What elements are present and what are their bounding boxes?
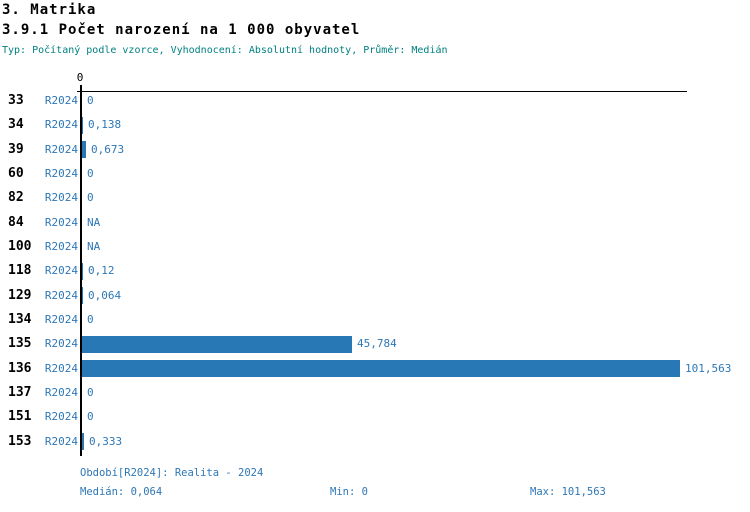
bar[interactable] xyxy=(82,360,680,378)
chart-row: 137 R2024 0 xyxy=(0,381,750,405)
chart-row: 151 R2024 0 xyxy=(0,405,750,429)
chart-row: 136 R2024 101,563 xyxy=(0,357,750,381)
row-category-label: 82 xyxy=(8,190,24,206)
row-value-label: 0,064 xyxy=(88,288,122,302)
x-axis-zero-tick-label: 0 xyxy=(76,71,84,84)
chart-title: 3.9.1 Počet narození na 1 000 obyvatel xyxy=(2,22,361,38)
row-series-label: R2024 xyxy=(44,312,78,326)
row-category-label: 153 xyxy=(8,433,32,449)
row-series-label: R2024 xyxy=(44,166,78,180)
bar[interactable] xyxy=(82,433,84,451)
chart-row: 135 R2024 45,784 xyxy=(0,332,750,356)
row-value-label: 0 xyxy=(87,312,94,326)
chart-row: 60 R2024 0 xyxy=(0,162,750,186)
row-value-label: 0 xyxy=(87,385,94,399)
row-value-label: NA xyxy=(87,215,101,229)
chart-meta-line: Typ: Počítaný podle vzorce, Vyhodnocení:… xyxy=(2,45,448,56)
bar[interactable] xyxy=(82,262,83,280)
row-series-label: R2024 xyxy=(44,191,78,205)
row-value-label: 0 xyxy=(87,191,94,205)
row-category-label: 39 xyxy=(8,141,24,157)
footer-max-label: Max: 101,563 xyxy=(530,486,606,498)
chart-row: 134 R2024 0 xyxy=(0,308,750,332)
row-category-label: 84 xyxy=(8,214,24,230)
footer-min-label: Min: 0 xyxy=(330,486,368,498)
footer-period-label: Období[R2024]: Realita - 2024 xyxy=(80,467,264,479)
row-category-label: 134 xyxy=(8,311,32,327)
chart-row: 84 R2024 NA xyxy=(0,211,750,235)
row-value-label: 101,563 xyxy=(685,361,732,375)
bar[interactable] xyxy=(82,335,352,353)
row-series-label: R2024 xyxy=(44,434,78,448)
row-category-label: 135 xyxy=(8,336,32,352)
row-value-label: 0,138 xyxy=(88,118,122,132)
row-category-label: 136 xyxy=(8,360,32,376)
row-value-label: 0 xyxy=(87,94,94,107)
row-value-label: 0,333 xyxy=(89,434,123,448)
row-series-label: R2024 xyxy=(44,410,78,424)
row-series-label: R2024 xyxy=(44,264,78,278)
chart-row: 33 R2024 0 xyxy=(0,89,750,113)
x-axis-line xyxy=(77,91,687,92)
row-series-label: R2024 xyxy=(44,385,78,399)
row-category-label: 33 xyxy=(8,93,24,108)
row-category-label: 137 xyxy=(8,384,32,400)
row-category-label: 34 xyxy=(8,117,24,133)
chart-row: 129 R2024 0,064 xyxy=(0,284,750,308)
chart-row: 82 R2024 0 xyxy=(0,186,750,210)
y-axis-line xyxy=(80,85,82,456)
row-value-label: 45,784 xyxy=(357,337,397,351)
chart-row: 153 R2024 0,333 xyxy=(0,430,750,454)
row-value-label: 0,673 xyxy=(91,142,125,156)
chart-row: 34 R2024 0,138 xyxy=(0,113,750,137)
chart-row: 118 R2024 0,12 xyxy=(0,259,750,283)
row-category-label: 151 xyxy=(8,409,32,425)
row-value-label: 0 xyxy=(87,410,94,424)
row-category-label: 129 xyxy=(8,287,32,303)
page-title: 3. Matrika xyxy=(2,2,97,18)
row-category-label: 60 xyxy=(8,165,24,181)
row-value-label: 0,12 xyxy=(88,264,115,278)
footer-median-label: Medián: 0,064 xyxy=(80,486,163,498)
chart-row: 100 R2024 NA xyxy=(0,235,750,259)
bar[interactable] xyxy=(82,287,83,305)
row-series-label: R2024 xyxy=(44,215,78,229)
chart-row: 39 R2024 0,673 xyxy=(0,138,750,162)
row-category-label: 118 xyxy=(8,263,32,279)
row-value-label: NA xyxy=(87,239,101,253)
row-series-label: R2024 xyxy=(44,288,78,302)
row-category-label: 100 xyxy=(8,238,32,254)
row-series-label: R2024 xyxy=(44,118,78,132)
row-series-label: R2024 xyxy=(44,337,78,351)
row-series-label: R2024 xyxy=(44,239,78,253)
row-series-label: R2024 xyxy=(44,361,78,375)
row-series-label: R2024 xyxy=(44,94,78,107)
bar[interactable] xyxy=(82,141,86,159)
chart-rows: 33 R2024 0 34 R2024 0,138 39 R2024 0,673 60 R2024 0… xyxy=(0,89,750,454)
bar[interactable] xyxy=(82,116,83,134)
row-series-label: R2024 xyxy=(44,142,78,156)
row-value-label: 0 xyxy=(87,166,94,180)
